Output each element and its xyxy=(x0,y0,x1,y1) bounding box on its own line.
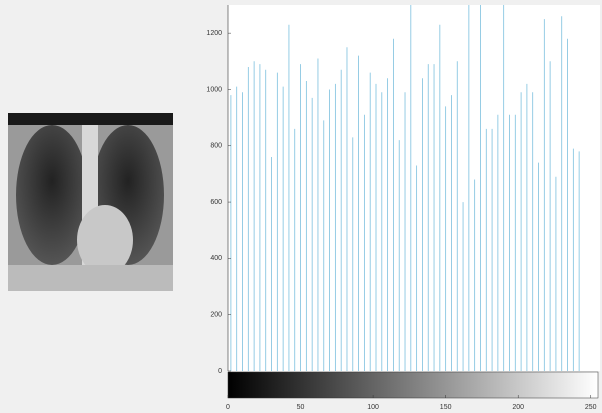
x-tick-label: 150 xyxy=(440,404,452,411)
x-tick-label: 250 xyxy=(585,404,597,411)
xray-image xyxy=(8,113,173,291)
x-tick-label: 0 xyxy=(226,404,230,411)
colorbar xyxy=(228,372,598,398)
y-tick-label: 200 xyxy=(210,312,222,319)
x-tick-label: 50 xyxy=(297,404,305,411)
x-tick-label: 100 xyxy=(367,404,379,411)
x-tick-label: 200 xyxy=(512,404,524,411)
y-tick-label: 400 xyxy=(210,255,222,262)
y-tick-label: 800 xyxy=(210,143,222,150)
y-tick-label: 600 xyxy=(210,199,222,206)
screen: 0 200 400 600 800 1000 1200 0 50 100 150 200 250 xyxy=(0,0,602,413)
y-tick-label: 1200 xyxy=(206,30,222,37)
y-tick-label: 0 xyxy=(218,368,222,375)
y-tick-label: 1000 xyxy=(206,86,222,93)
